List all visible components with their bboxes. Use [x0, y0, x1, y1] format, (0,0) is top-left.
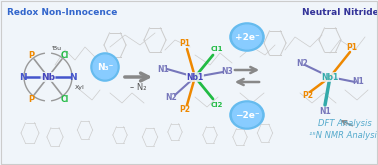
Text: P2: P2: [302, 90, 313, 99]
Text: N1: N1: [157, 65, 169, 73]
Ellipse shape: [243, 33, 251, 40]
Ellipse shape: [230, 23, 264, 51]
Text: Nb: Nb: [41, 72, 55, 82]
Text: ¹⁵N NMR Analysis: ¹⁵N NMR Analysis: [309, 131, 378, 139]
Ellipse shape: [230, 101, 264, 129]
Text: N3: N3: [221, 67, 233, 77]
Ellipse shape: [100, 62, 110, 72]
Ellipse shape: [102, 64, 108, 70]
Ellipse shape: [245, 35, 249, 39]
Ellipse shape: [243, 112, 251, 118]
Text: +2e⁻: +2e⁻: [235, 33, 259, 42]
Text: Cl: Cl: [61, 50, 69, 60]
Ellipse shape: [230, 101, 264, 129]
Ellipse shape: [91, 53, 119, 81]
Text: 'Bu: 'Bu: [51, 47, 61, 51]
Text: Nb1: Nb1: [186, 72, 204, 82]
Ellipse shape: [236, 106, 258, 124]
Text: N: N: [69, 72, 77, 82]
Ellipse shape: [96, 58, 114, 76]
Text: P1: P1: [347, 43, 358, 51]
Ellipse shape: [93, 55, 117, 79]
Ellipse shape: [241, 110, 253, 120]
Text: N2: N2: [165, 93, 177, 101]
Ellipse shape: [239, 30, 256, 44]
Ellipse shape: [232, 103, 262, 127]
Text: P: P: [28, 50, 34, 60]
Ellipse shape: [234, 27, 260, 48]
Ellipse shape: [91, 53, 119, 81]
Ellipse shape: [103, 65, 107, 69]
Ellipse shape: [245, 113, 249, 117]
Ellipse shape: [241, 32, 253, 42]
Ellipse shape: [234, 104, 260, 126]
Text: Cl1: Cl1: [211, 46, 223, 52]
Text: Neutral Nitride: Neutral Nitride: [302, 8, 378, 17]
Text: N1: N1: [352, 78, 364, 86]
Text: Redox Non-Innocence: Redox Non-Innocence: [7, 8, 117, 17]
Text: P1: P1: [180, 39, 191, 49]
Ellipse shape: [236, 28, 258, 46]
Ellipse shape: [239, 108, 256, 122]
Text: Cl2: Cl2: [211, 102, 223, 108]
Text: N: N: [19, 72, 27, 82]
Text: Xyl: Xyl: [75, 84, 85, 89]
Ellipse shape: [98, 60, 112, 74]
Text: P: P: [28, 95, 34, 103]
Ellipse shape: [230, 23, 264, 51]
Text: N₃⁻: N₃⁻: [97, 63, 113, 71]
Text: – N₂: – N₂: [130, 82, 146, 92]
Text: N2: N2: [296, 59, 308, 67]
Ellipse shape: [232, 25, 262, 49]
Ellipse shape: [232, 25, 262, 49]
Ellipse shape: [93, 55, 117, 79]
Ellipse shape: [94, 56, 116, 78]
Text: N1: N1: [319, 106, 331, 115]
Text: P2: P2: [180, 105, 191, 115]
Text: −2e⁻: −2e⁻: [235, 111, 259, 119]
Text: Cl: Cl: [61, 95, 69, 103]
Text: Nb1: Nb1: [321, 72, 339, 82]
Text: DFT Analysis: DFT Analysis: [318, 118, 372, 128]
Ellipse shape: [232, 103, 262, 127]
